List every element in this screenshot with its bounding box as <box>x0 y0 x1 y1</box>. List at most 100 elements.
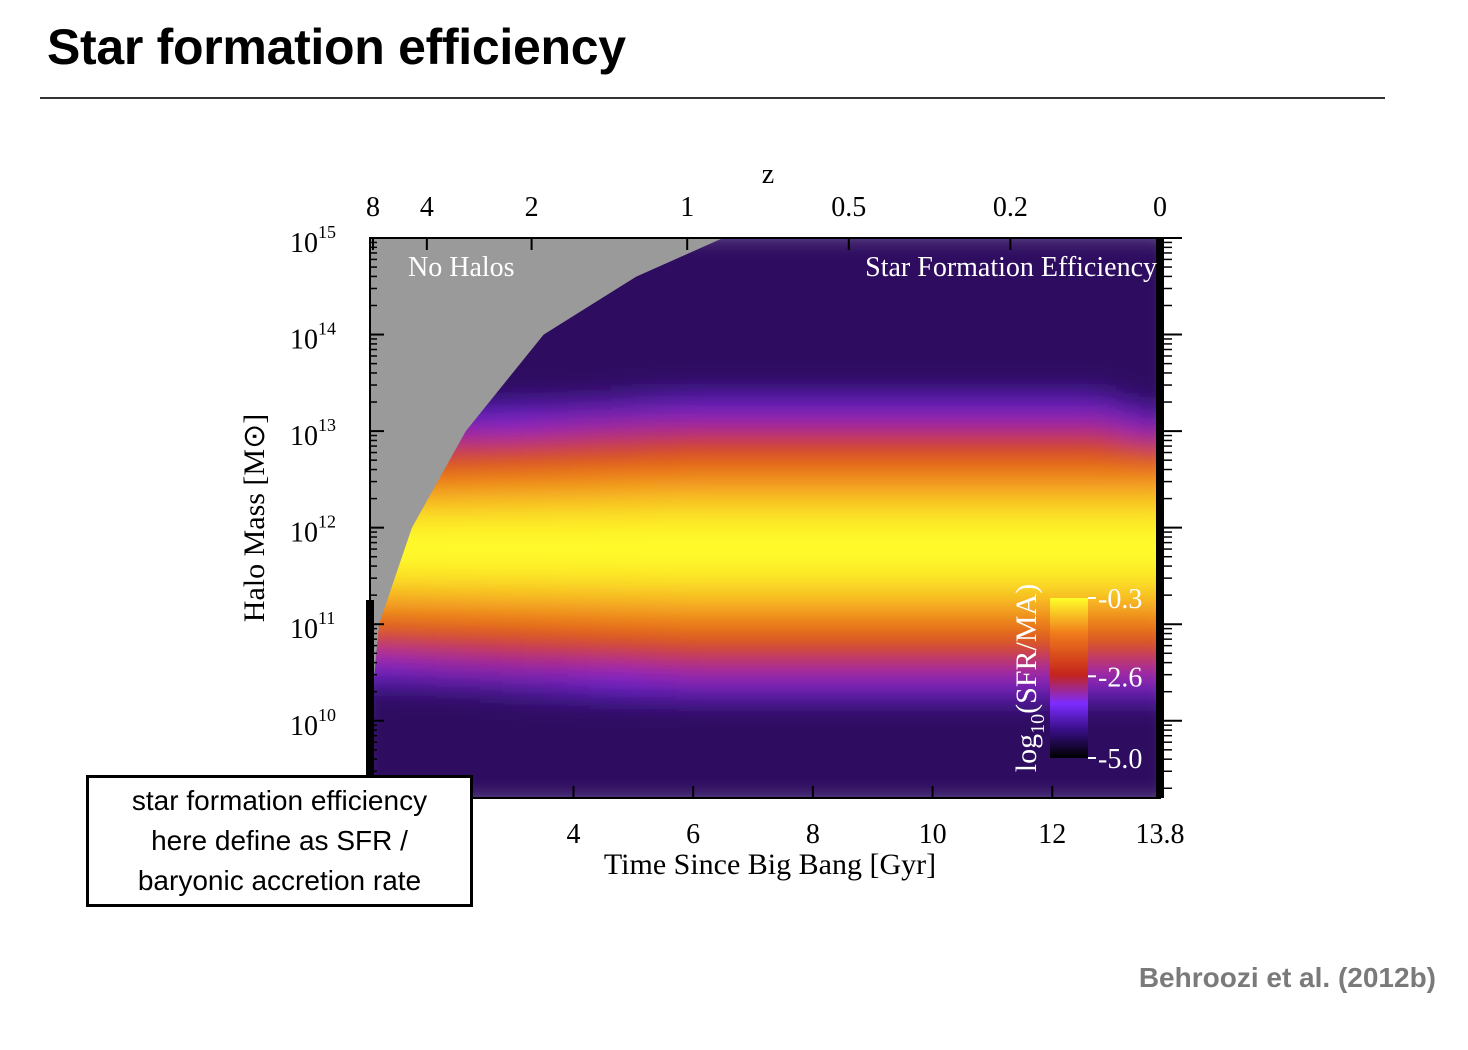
heatmap-cell <box>808 390 832 405</box>
heatmap-cell <box>940 734 964 749</box>
x-tick-label: 8 <box>806 819 820 850</box>
heatmap-cell <box>567 352 591 367</box>
heatmap-cell <box>633 543 657 558</box>
heatmap-cell <box>940 378 964 392</box>
heatmap-cell <box>413 747 437 761</box>
heatmap-cell <box>1072 798 1095 812</box>
heatmap-cell <box>479 696 503 710</box>
heatmap-cell <box>1028 798 1051 812</box>
heatmap-cell <box>743 479 766 494</box>
heatmap-cell <box>918 696 942 710</box>
heatmap-cell <box>962 416 986 430</box>
heatmap-cell <box>1006 619 1030 634</box>
heatmap-cell <box>677 798 700 812</box>
heatmap-cell <box>918 327 942 341</box>
heatmap-cell <box>721 747 744 761</box>
heatmap-cell <box>1094 263 1118 278</box>
heatmap-cell <box>567 441 591 456</box>
heatmap-cell <box>546 798 569 812</box>
heatmap-cell <box>984 390 1008 405</box>
heatmap-cell <box>1006 747 1030 761</box>
heatmap-cell <box>413 607 437 621</box>
heatmap-cell <box>962 492 986 507</box>
heatmap-cell <box>852 530 876 545</box>
heatmap-cell <box>721 645 744 659</box>
heatmap-cell <box>457 556 481 570</box>
heatmap-cell <box>633 568 657 583</box>
heatmap-cell <box>611 556 635 570</box>
heatmap-cell <box>1116 327 1139 341</box>
heatmap-cell <box>1094 518 1118 532</box>
heatmap-cell <box>962 708 986 723</box>
heatmap-cell <box>633 492 657 507</box>
heatmap-cell <box>589 518 613 532</box>
heatmap-cell <box>984 708 1008 723</box>
heatmap-cell <box>830 314 854 329</box>
heatmap-cell <box>721 530 744 545</box>
heatmap-cell <box>896 467 920 481</box>
heatmap-cell <box>699 581 723 596</box>
heatmap-cell <box>391 607 415 621</box>
heatmap-cell <box>896 619 920 634</box>
heatmap-cell <box>699 428 723 443</box>
heatmap-cell <box>655 479 679 494</box>
heatmap-cell <box>699 263 723 278</box>
heatmap-cell <box>501 518 525 532</box>
heatmap-cell <box>567 696 591 710</box>
heatmap-cell <box>962 518 986 532</box>
heatmap-cell <box>743 696 766 710</box>
heatmap-cell <box>940 505 964 519</box>
heatmap-cell <box>743 288 766 303</box>
heatmap-cell <box>984 594 1008 609</box>
heatmap-cell <box>611 416 635 430</box>
heatmap-cell <box>1116 530 1139 545</box>
heatmap-cell <box>677 263 701 278</box>
heatmap-cell <box>1028 238 1052 252</box>
heatmap-cell <box>479 632 503 647</box>
heatmap-cell <box>1116 276 1139 290</box>
heatmap-cell <box>743 454 766 469</box>
heatmap-cell <box>786 301 810 316</box>
heatmap-cell <box>699 492 723 507</box>
heatmap-cell <box>1138 352 1160 367</box>
heatmap-cell <box>413 632 437 647</box>
heatmap-cell <box>501 378 525 392</box>
heatmap-cell <box>830 365 854 379</box>
heatmap-cell <box>567 365 591 379</box>
heatmap-cell <box>830 607 854 621</box>
heatmap-cell <box>391 658 415 672</box>
heatmap-cell <box>940 683 964 698</box>
heatmap-cell <box>370 683 393 698</box>
heatmap-cell <box>1094 276 1118 290</box>
heatmap-cell <box>984 339 1008 354</box>
heatmap-cell <box>786 696 810 710</box>
heatmap-cell <box>830 759 854 774</box>
heatmap-cell <box>743 441 766 456</box>
heatmap-cell <box>721 594 744 609</box>
heatmap-cell <box>1028 479 1052 494</box>
heatmap-cell <box>523 734 547 749</box>
heatmap-cell <box>1094 645 1118 659</box>
heatmap-cell <box>1094 492 1118 507</box>
heatmap-cell <box>413 238 437 239</box>
heatmap-cell <box>962 594 986 609</box>
heatmap-cell <box>721 390 744 405</box>
heatmap-cell <box>633 288 657 303</box>
heatmap-cell <box>677 314 701 329</box>
heatmap-cell <box>655 301 679 316</box>
heatmap-cell <box>1072 492 1096 507</box>
heatmap-cell <box>808 327 832 341</box>
heatmap-cell <box>808 428 832 443</box>
heatmap-cell <box>918 390 942 405</box>
heatmap-cell <box>633 390 657 405</box>
heatmap-cell <box>918 378 942 392</box>
heatmap-cell <box>1138 696 1160 710</box>
heatmap-cell <box>721 238 744 252</box>
heatmap-cell <box>1006 250 1030 265</box>
heatmap-cell <box>830 594 854 609</box>
heatmap-cell <box>523 428 547 443</box>
heatmap-cell <box>567 492 591 507</box>
heatmap-cell <box>874 759 898 774</box>
heatmap-cell <box>918 238 942 252</box>
heatmap-cell <box>1138 276 1160 290</box>
